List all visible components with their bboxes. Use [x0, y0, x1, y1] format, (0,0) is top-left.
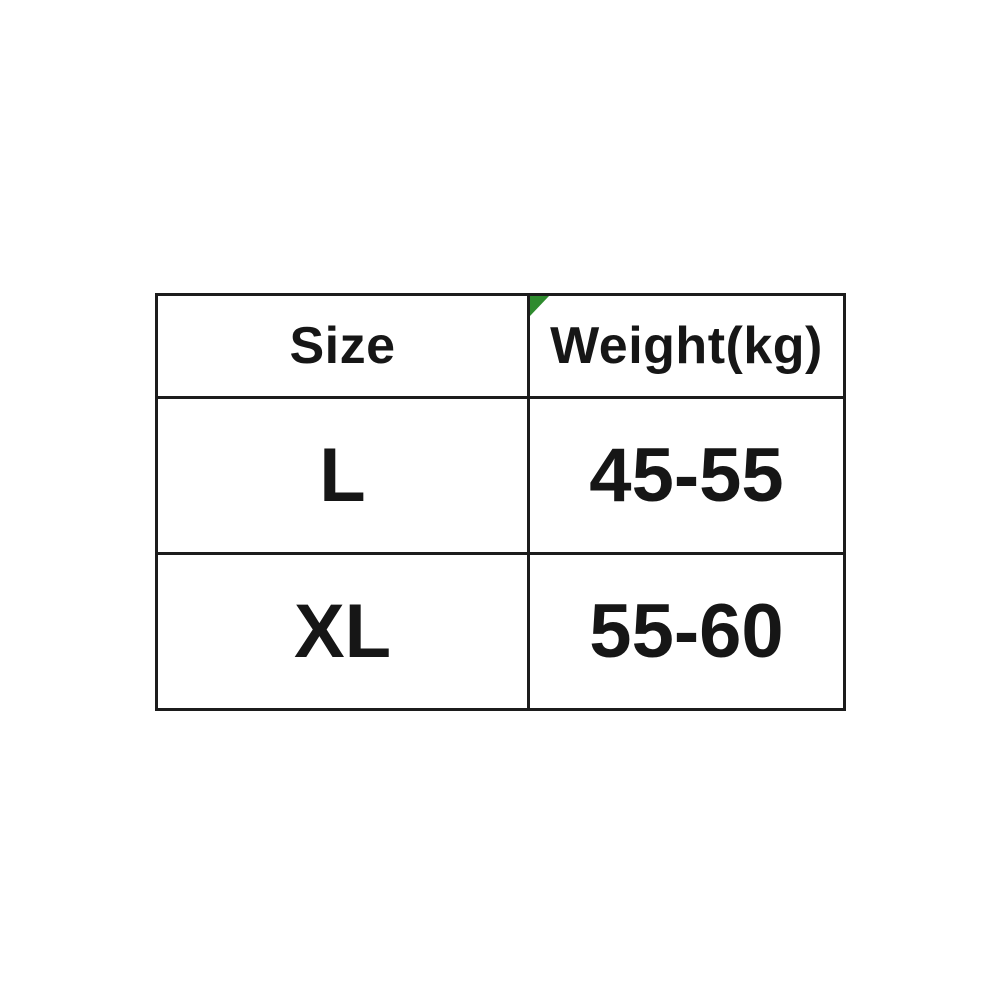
- weight-cell-l: 45-55: [527, 396, 846, 555]
- column-header-weight: Weight(kg): [527, 293, 846, 399]
- size-cell-xl: XL: [155, 552, 530, 711]
- size-chart-table: Size Weight(kg) L 45-55 XL 55-60: [155, 293, 846, 711]
- weight-cell-xl: 55-60: [527, 552, 846, 711]
- column-header-size: Size: [155, 293, 530, 399]
- green-corner-flag-icon: [530, 296, 549, 316]
- table-row: L 45-55: [155, 396, 846, 555]
- size-cell-l: L: [155, 396, 530, 555]
- table-header-row: Size Weight(kg): [155, 293, 846, 399]
- column-header-weight-label: Weight(kg): [550, 317, 823, 375]
- table-row: XL 55-60: [155, 552, 846, 711]
